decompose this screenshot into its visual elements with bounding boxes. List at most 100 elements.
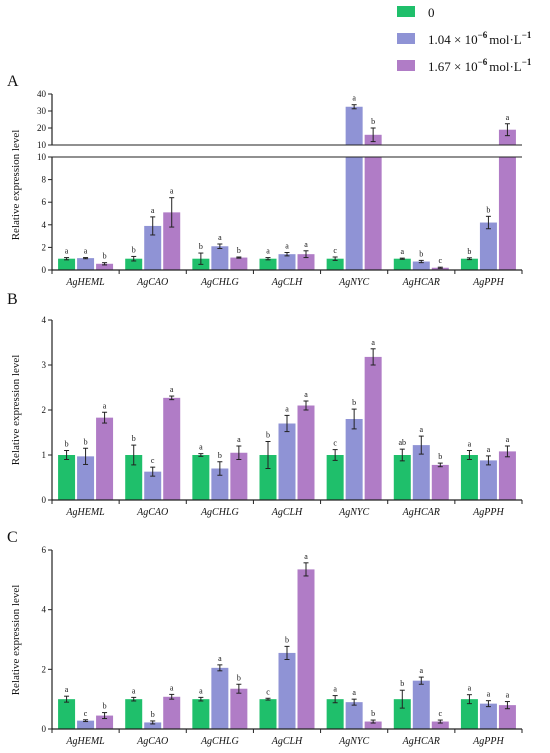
bar <box>278 254 296 270</box>
significance-letter: b <box>218 451 222 460</box>
bar <box>326 699 344 729</box>
y-axis-label: Relative expression level <box>10 130 22 241</box>
significance-letter: a <box>371 338 375 347</box>
x-tick-label: AgNYC <box>338 277 369 288</box>
x-tick-label: AgCLH <box>271 507 303 518</box>
bar <box>498 157 516 270</box>
x-tick-label: AgCHLG <box>200 277 239 288</box>
significance-letter: b <box>266 431 270 440</box>
significance-letter: b <box>151 710 155 719</box>
y-tick-label: 30 <box>37 106 47 116</box>
bar <box>125 258 143 270</box>
bar <box>259 699 277 729</box>
bar <box>479 222 497 270</box>
x-tick-label: AgHCAR <box>402 507 440 518</box>
y-tick-label: 8 <box>42 175 47 185</box>
bar <box>96 417 114 500</box>
x-tick-label: AgHCAR <box>402 736 440 747</box>
bar <box>460 455 478 500</box>
bar <box>230 688 248 729</box>
bar <box>460 699 478 729</box>
significance-letter: a <box>170 385 174 394</box>
bar <box>345 106 363 145</box>
x-tick-label: AgNYC <box>338 736 369 747</box>
significance-letter: a <box>420 425 424 434</box>
bar <box>96 263 114 270</box>
bar <box>393 699 411 729</box>
significance-letter: b <box>371 709 375 718</box>
y-tick-label: 3 <box>42 360 47 370</box>
significance-letter: c <box>333 439 337 448</box>
bar <box>96 715 114 729</box>
significance-letter: a <box>304 240 308 249</box>
y-tick-label: 1 <box>42 450 47 460</box>
significance-letter: a <box>352 688 356 697</box>
x-tick-label: AgCAO <box>136 277 168 288</box>
y-tick-label: 10 <box>37 140 47 150</box>
significance-letter: a <box>506 691 510 700</box>
significance-letter: c <box>266 687 270 696</box>
x-tick-label: AgCAO <box>136 507 168 518</box>
bar <box>144 225 162 270</box>
significance-letter: b <box>285 635 289 644</box>
bar <box>125 455 143 500</box>
significance-letter: b <box>65 440 69 449</box>
significance-letter: b <box>400 679 404 688</box>
significance-letter: b <box>486 205 490 214</box>
bar <box>192 699 210 729</box>
x-tick-label: AgPPH <box>472 736 504 747</box>
bar <box>278 423 296 500</box>
y-tick-label: 0 <box>42 265 47 275</box>
bar <box>326 258 344 270</box>
x-tick-label: AgCHLG <box>200 736 239 747</box>
bar <box>412 261 430 270</box>
bar <box>498 705 516 729</box>
bar <box>460 258 478 270</box>
legend-swatch <box>397 60 415 71</box>
significance-letter: b <box>352 398 356 407</box>
bar <box>431 267 449 270</box>
bar <box>144 471 162 500</box>
bar <box>498 129 516 145</box>
panel-label: B <box>7 291 18 308</box>
bar <box>77 258 95 270</box>
panel-label: C <box>7 529 18 546</box>
bar <box>498 451 516 500</box>
bar <box>163 696 181 729</box>
x-tick-label: AgHCAR <box>402 277 440 288</box>
bar <box>211 468 229 500</box>
y-tick-label: 20 <box>37 123 47 133</box>
significance-letter: a <box>266 247 270 256</box>
x-tick-label: AgHEML <box>65 507 105 518</box>
significance-letter: c <box>151 456 155 465</box>
bar <box>77 456 95 500</box>
significance-letter: a <box>65 247 69 256</box>
bar <box>326 455 344 500</box>
bar <box>259 455 277 500</box>
significance-letter: a <box>487 690 491 699</box>
panel-label: A <box>7 73 19 90</box>
significance-letter: b <box>438 452 442 461</box>
significance-letter: c <box>439 256 443 265</box>
bar <box>230 257 248 270</box>
y-tick-label: 4 <box>42 605 47 615</box>
x-tick-label: AgHEML <box>65 736 105 747</box>
bar <box>259 258 277 270</box>
significance-letter: a <box>506 113 510 122</box>
significance-letter: a <box>218 233 222 242</box>
significance-letter: a <box>304 390 308 399</box>
significance-letter: a <box>420 666 424 675</box>
legend-swatch <box>397 33 415 44</box>
bar <box>211 246 229 270</box>
bar <box>345 702 363 729</box>
significance-letter: a <box>199 686 203 695</box>
x-tick-label: AgCAO <box>136 736 168 747</box>
y-tick-label: 10 <box>37 152 47 162</box>
significance-letter: a <box>237 435 241 444</box>
bar <box>431 464 449 500</box>
significance-letter: a <box>352 94 356 103</box>
significance-letter: a <box>333 685 337 694</box>
x-tick-label: AgPPH <box>472 277 504 288</box>
bar <box>364 356 382 500</box>
